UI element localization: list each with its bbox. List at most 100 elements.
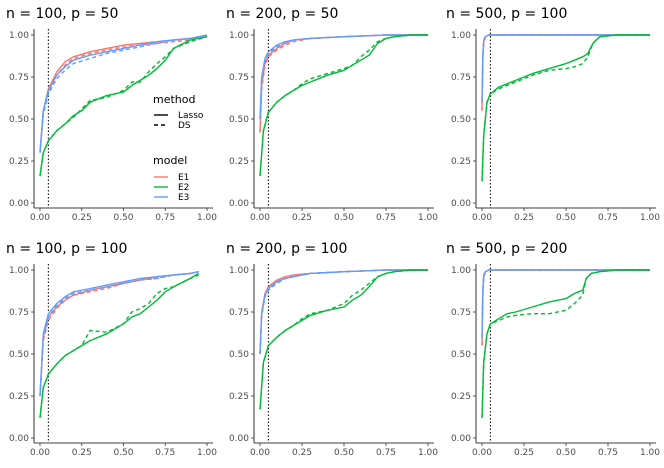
x-tick-label: 0.75 (598, 213, 618, 223)
x-tick-label: 0.25 (292, 213, 312, 223)
x-tick-label: 1.00 (418, 448, 438, 458)
series-line-e1-lasso (39, 271, 199, 397)
y-tick-label: 1.00 (9, 266, 29, 276)
y-tick-label: 0.50 (9, 350, 29, 360)
series-line-e1-ds (481, 34, 650, 111)
y-tick-label: 0.75 (9, 73, 29, 83)
series-line-e2-lasso (481, 34, 650, 182)
y-tick-label: 1.00 (451, 31, 471, 41)
x-tick-label: 0.75 (376, 213, 396, 223)
series-line-e2-ds (481, 269, 650, 418)
legend-model-title: model (153, 154, 187, 167)
y-tick-label: 0.25 (451, 392, 471, 402)
x-tick-label: 0.50 (556, 213, 576, 223)
series-line-e1-ds (481, 269, 650, 346)
x-tick-label: 1.00 (197, 448, 217, 458)
x-tick-label: 0.25 (72, 213, 92, 223)
y-tick-label: 0.25 (9, 392, 29, 402)
panel-title: n = 500, p = 200 (446, 241, 567, 257)
y-tick-label: 0.25 (451, 157, 471, 167)
series-line-e1-ds (39, 271, 199, 397)
y-tick-label: 0.50 (229, 350, 249, 360)
series-line-e3-ds (39, 271, 199, 397)
series-line-e3-ds (481, 34, 650, 103)
x-tick-label: 0.50 (556, 448, 576, 458)
y-tick-label: 0.75 (229, 308, 249, 318)
x-tick-label: 0.75 (376, 448, 396, 458)
y-tick-label: 0.00 (9, 434, 29, 444)
y-tick-label: 0.75 (229, 73, 249, 83)
legend-e1-label: E1 (178, 173, 189, 183)
x-tick-label: 1.00 (197, 213, 217, 223)
series-line-e1-lasso (481, 34, 650, 111)
y-tick-label: 0.25 (9, 157, 29, 167)
y-tick-label: 0.25 (229, 392, 249, 402)
x-tick-label: 0.50 (334, 448, 354, 458)
x-tick-label: 1.00 (640, 448, 660, 458)
series-line-e2-lasso (481, 269, 650, 418)
series-line-e1-lasso (259, 34, 428, 133)
x-tick-label: 0.25 (514, 448, 534, 458)
x-tick-label: 0.75 (155, 448, 175, 458)
x-tick-label: 0.00 (30, 448, 50, 458)
series-line-e2-ds (39, 36, 208, 177)
panel-title: n = 500, p = 100 (446, 6, 567, 22)
y-tick-label: 0.50 (229, 115, 249, 125)
y-tick-label: 0.25 (229, 157, 249, 167)
series-line-e3-ds (259, 269, 428, 355)
legend-ds-label: DS (178, 121, 191, 131)
x-tick-label: 0.25 (72, 448, 92, 458)
series-line-e3-lasso (39, 271, 199, 397)
x-tick-label: 0.00 (250, 448, 270, 458)
panel: n = 200, p = 100 0.00 0.25 0.50 0.75 1.00 0.00… (226, 241, 438, 458)
series-line-e3-lasso (481, 269, 650, 338)
series-line-e2-lasso (259, 34, 428, 177)
y-tick-label: 0.00 (229, 199, 249, 209)
y-tick-label: 0.75 (9, 308, 29, 318)
series-line-e3-ds (259, 34, 428, 120)
series-line-e3-lasso (259, 34, 428, 120)
y-tick-label: 0.50 (9, 115, 29, 125)
y-tick-label: 0.50 (451, 115, 471, 125)
x-tick-label: 0.00 (472, 213, 492, 223)
series-line-e1-lasso (481, 269, 650, 346)
y-tick-label: 0.00 (451, 199, 471, 209)
x-tick-label: 0.50 (113, 213, 133, 223)
panel: n = 100, p = 100 0.00 0.25 0.50 0.75 1.00 0.00… (6, 241, 217, 458)
series-line-e2-ds (481, 34, 650, 182)
y-tick-label: 1.00 (229, 31, 249, 41)
series-line-e1-ds (259, 269, 428, 355)
panel-title: n = 100, p = 100 (6, 241, 127, 257)
series-line-e1-ds (259, 34, 428, 133)
x-tick-label: 0.00 (250, 213, 270, 223)
panel: n = 500, p = 200 0.00 0.25 0.50 0.75 1.00 0.00… (446, 241, 660, 458)
x-tick-label: 0.50 (113, 448, 133, 458)
series-line-e2-ds (39, 274, 199, 418)
legend-lasso-label: Lasso (178, 111, 204, 121)
x-tick-label: 0.00 (30, 213, 50, 223)
chart-panels: n = 100, p = 500.000.250.500.751.000.00 0… (6, 6, 660, 458)
panel-title: n = 200, p = 100 (226, 241, 347, 257)
panel-title: n = 100, p = 50 (6, 6, 118, 22)
y-tick-label: 1.00 (451, 266, 471, 276)
panel: n = 100, p = 50 0.00 0.25 0.50 0.75 1.00 0.00 0… (6, 6, 217, 223)
y-tick-label: 0.75 (451, 308, 471, 318)
series-line-e3-ds (481, 269, 650, 338)
series-line-e2-ds (259, 34, 428, 177)
x-tick-label: 0.00 (472, 448, 492, 458)
panel: n = 200, p = 50 0.00 0.25 0.50 0.75 1.00 0.00 0… (226, 6, 438, 223)
x-tick-label: 1.00 (418, 213, 438, 223)
series-line-e1-lasso (259, 269, 428, 355)
series-line-e3-ds (39, 36, 208, 153)
legend-method-title: method (153, 93, 195, 106)
x-tick-label: 0.75 (155, 213, 175, 223)
series-line-e2-ds (259, 269, 428, 410)
x-tick-label: 0.25 (514, 213, 534, 223)
x-tick-label: 0.50 (334, 213, 354, 223)
x-tick-label: 0.25 (292, 448, 312, 458)
y-tick-label: 0.50 (451, 350, 471, 360)
y-tick-label: 1.00 (229, 266, 249, 276)
y-tick-label: 0.75 (451, 73, 471, 83)
series-line-e2-lasso (39, 272, 200, 418)
